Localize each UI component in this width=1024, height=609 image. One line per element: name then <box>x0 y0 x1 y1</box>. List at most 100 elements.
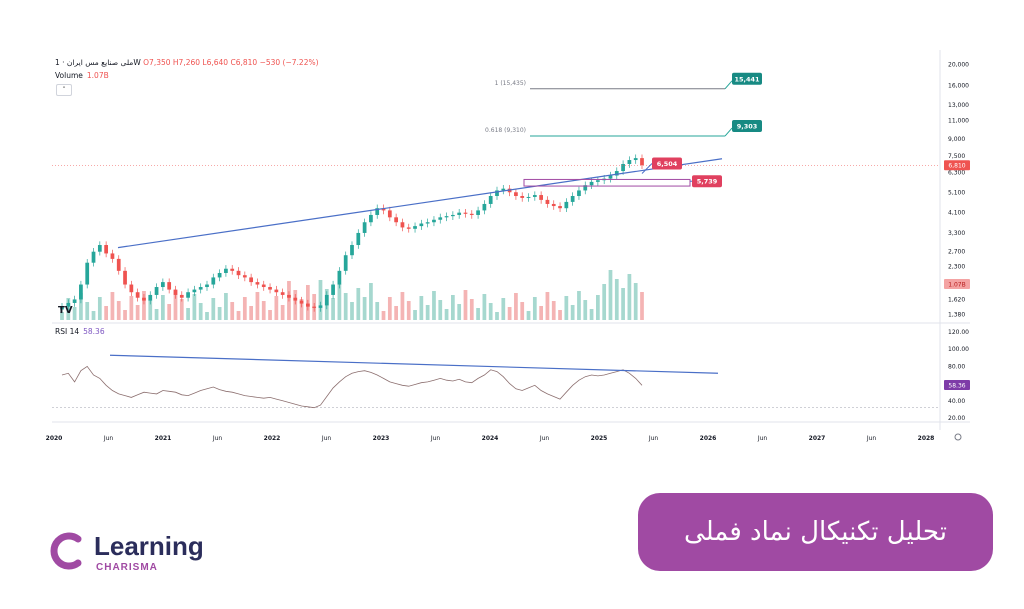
volume-bar <box>640 292 644 320</box>
candle-body <box>160 282 165 288</box>
volume-bar <box>356 288 361 320</box>
price-tick-label: 1,380 <box>948 311 965 318</box>
volume-bar <box>413 310 417 320</box>
candle-body <box>640 158 644 166</box>
volume-bar <box>135 305 140 320</box>
volume-bar <box>369 283 373 320</box>
price-tick-label: 16,000 <box>948 82 969 89</box>
candle-body <box>444 216 449 218</box>
candle-body <box>539 195 544 200</box>
candle-body <box>545 199 550 204</box>
volume-bar <box>72 307 77 320</box>
x-tick-label: Jun <box>648 435 659 442</box>
volume-bar <box>337 284 342 320</box>
candle-body <box>381 208 386 211</box>
candle-body <box>211 277 216 285</box>
x-tick-label: 2028 <box>918 435 935 442</box>
tradingview-logo: TV <box>58 305 73 316</box>
candle-body <box>186 292 190 298</box>
candle-body <box>501 188 506 191</box>
candle-body <box>350 245 354 256</box>
x-tick-label: Jun <box>103 435 114 442</box>
volume-bar <box>438 300 443 320</box>
fib-pointer <box>724 127 733 137</box>
x-tick-label: Jun <box>321 435 332 442</box>
fib-level-label: 1 (15,435) <box>495 80 526 87</box>
volume-bar <box>179 299 184 320</box>
volume-bar <box>570 305 575 320</box>
volume-bar <box>507 307 512 320</box>
volume-bar <box>236 311 241 320</box>
candle-body <box>633 158 638 161</box>
volume-bar <box>167 304 172 320</box>
candle-body <box>72 299 77 303</box>
volume-bar <box>104 306 109 320</box>
candle-body <box>97 245 102 252</box>
candle-body <box>324 294 329 306</box>
candle-body <box>293 297 298 301</box>
x-tick-label: 2023 <box>373 435 390 442</box>
candle-body <box>564 201 569 209</box>
price-tick-label: 11,000 <box>948 117 969 124</box>
candle-body <box>608 175 613 179</box>
x-tick-label: Jun <box>212 435 223 442</box>
candle-body <box>305 303 310 307</box>
rsi-label: RSI 14 <box>55 327 80 336</box>
fib-badge <box>732 72 762 85</box>
candle-body <box>369 214 373 223</box>
volume-bar <box>91 311 96 320</box>
candle-body <box>255 282 260 285</box>
volume-bar <box>205 312 209 320</box>
candle-body <box>425 222 430 224</box>
volume-bar <box>224 293 228 320</box>
x-tick-label: 2025 <box>591 435 608 442</box>
candle-body <box>476 210 480 215</box>
volume-bar <box>520 302 525 320</box>
banner-title: تحلیل تکنیکال نماد فملی <box>684 517 947 547</box>
candle-body <box>526 196 531 198</box>
volume-badge-label: 1.07B <box>948 282 965 289</box>
volume-bar <box>488 303 493 320</box>
candle-body <box>148 294 153 301</box>
symbol-name: ملی صنایع مس ایران · 1W <box>55 58 141 67</box>
volume-bar <box>198 303 203 320</box>
price-tick-label: 9,000 <box>948 136 965 143</box>
price-tick-label: 3,300 <box>948 230 965 237</box>
volume-bar <box>350 302 354 320</box>
volume-bar <box>293 290 298 320</box>
volume-bar <box>614 279 619 320</box>
volume-bar <box>110 292 115 320</box>
volume-bar <box>532 297 537 320</box>
ohlc-low: L6,640 <box>202 58 229 67</box>
price-badge-label: 5,739 <box>697 178 718 186</box>
fib-badge-label: 15,441 <box>734 75 760 83</box>
x-tick-label: Jun <box>757 435 768 442</box>
candle-body <box>91 251 96 263</box>
volume-bar <box>419 296 424 320</box>
volume-bar <box>268 310 272 320</box>
price-tick-label: 7,500 <box>948 153 965 160</box>
candle-body <box>570 196 575 202</box>
volume-bar <box>400 292 405 320</box>
candle-body <box>331 284 335 295</box>
volume-bar <box>476 308 480 320</box>
volume-bar <box>211 298 216 320</box>
volume-bar <box>375 302 380 320</box>
settings-gear-icon[interactable] <box>954 433 962 441</box>
volume-bar <box>173 290 178 320</box>
volume-bar <box>79 293 83 320</box>
volume-bar <box>539 306 544 320</box>
current-price-label: 6,810 <box>948 163 965 170</box>
x-tick-label: 2026 <box>700 435 717 442</box>
price-tick-label: 1,620 <box>948 296 965 303</box>
collapse-button[interactable]: ˄ <box>56 84 72 96</box>
candle-body <box>167 282 172 290</box>
candle-body <box>274 289 279 293</box>
rsi-badge <box>944 380 970 391</box>
price-tick-label: 20,000 <box>948 62 969 69</box>
price-badge <box>692 175 722 188</box>
fib-badge <box>732 120 762 133</box>
volume-bar <box>394 306 399 320</box>
brand-sub: CHARISMA <box>96 562 158 573</box>
rsi-tick-label: 100.00 <box>948 346 969 353</box>
